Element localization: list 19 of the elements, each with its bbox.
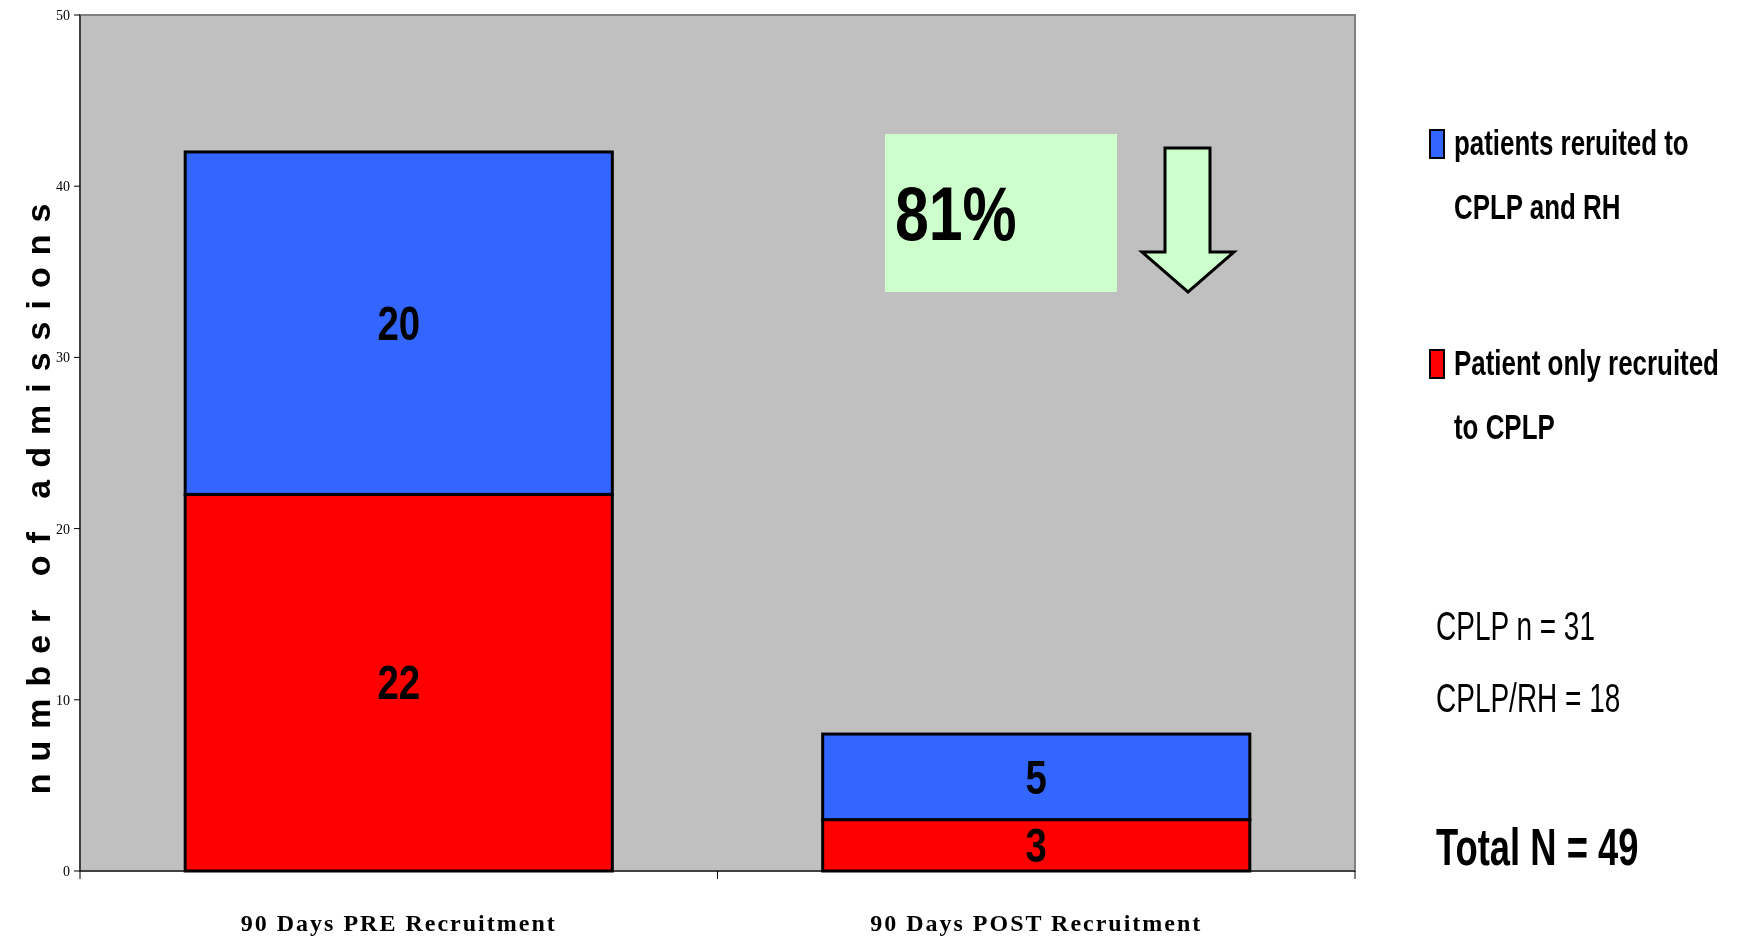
y-tick-label: 20 [56,521,70,537]
y-tick-label: 30 [56,350,70,366]
y-tick-label: 0 [63,863,70,879]
annotation: 81% [895,171,1017,257]
text: CPLP n = 31 [1436,604,1596,649]
x-tick-label: 90 Days PRE Recruitment [240,910,557,936]
legend-label: patients reruited to CPLP and RH [1454,122,1689,228]
y-axis-title: number of admissions [19,191,57,795]
x-tick-label: 90 Days POST Recruitment [870,910,1203,936]
y-tick-label: 50 [56,7,70,23]
text: Total N = 49 [1436,817,1639,877]
data-label: 3 [1025,819,1047,873]
data-label: 20 [377,296,421,350]
y-tick-label: 10 [56,692,70,708]
text: CPLP/RH = 18 [1436,676,1621,721]
legend-label: Patient only recruited to CPLP [1454,342,1719,448]
y-tick-label: 40 [56,179,70,195]
data-label: 5 [1025,750,1047,804]
data-label: 22 [377,656,421,710]
